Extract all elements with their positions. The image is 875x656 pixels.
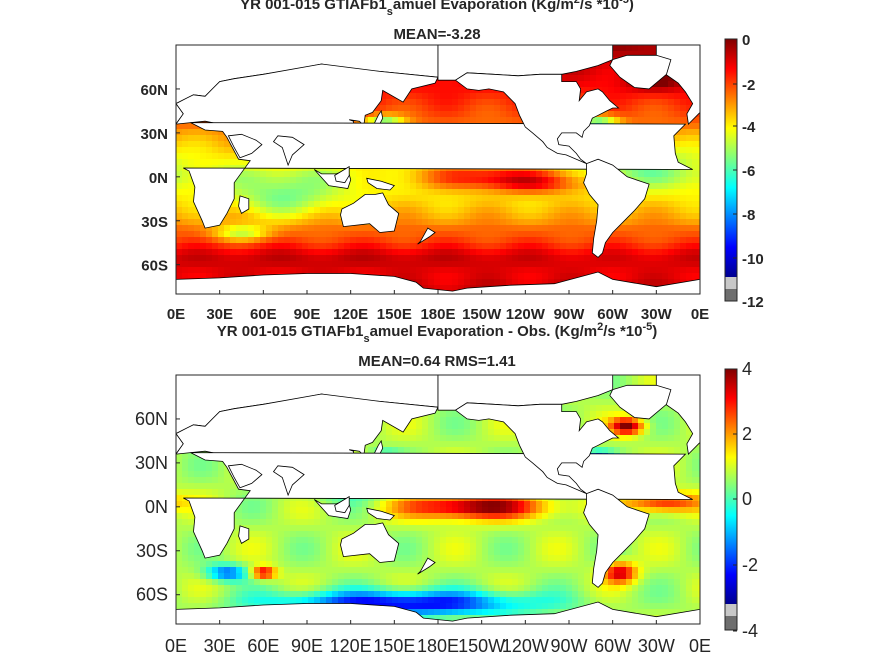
landmass-6 xyxy=(227,133,263,159)
colorbar-tick-label: -4 xyxy=(742,119,756,136)
panel-bottom-subtitle: MEAN=0.64 RMS=1.41 xyxy=(358,353,516,370)
colorbar-tick-label: 0 xyxy=(742,32,750,49)
x-tick-label: 150W xyxy=(458,636,505,656)
panel-bottom-colorbar-land xyxy=(725,616,737,630)
x-tick-label: 150E xyxy=(373,636,415,656)
colorbar-tick-label: -2 xyxy=(742,77,755,94)
panel-top-title: YR 001-015 GTIAFb1samuel Evaporation (Kg… xyxy=(240,0,634,18)
panel-bottom-map xyxy=(176,375,700,624)
landmass-10 xyxy=(366,177,396,191)
colorbar-tick-label: -8 xyxy=(742,207,755,224)
x-tick-label: 0E xyxy=(689,636,711,656)
landmass-10 xyxy=(366,507,396,521)
landmass-9 xyxy=(334,495,350,514)
landmass-15 xyxy=(609,384,672,420)
panel-top-land xyxy=(176,45,700,294)
landmass-7 xyxy=(272,135,305,167)
x-tick-label: 60W xyxy=(597,306,629,323)
x-tick-label: 60E xyxy=(250,306,277,323)
landmass-9 xyxy=(334,165,350,184)
y-tick-label: 60N xyxy=(140,82,168,99)
colorbar-tick-label: -2 xyxy=(742,555,758,575)
x-tick-label: 180E xyxy=(420,306,455,323)
y-tick-label: 60S xyxy=(136,585,168,605)
x-tick-label: 30W xyxy=(638,636,675,656)
y-tick-label: 60S xyxy=(141,258,168,275)
panel-top-colorbar-land xyxy=(725,289,737,301)
x-tick-label: 120W xyxy=(502,636,549,656)
x-tick-label: 150W xyxy=(462,306,502,323)
panel-top-subtitle: MEAN=-3.28 xyxy=(393,26,480,43)
landmass-17 xyxy=(176,601,700,624)
x-tick-label: 30W xyxy=(641,306,673,323)
landmass-16 xyxy=(583,488,650,588)
panel-bottom-land xyxy=(176,375,700,624)
landmass-14 xyxy=(454,72,620,164)
y-tick-label: 30N xyxy=(135,453,168,473)
panel-top-y-ticks: 60N 30N 0N 30S 60S xyxy=(140,82,180,275)
landmass-5 xyxy=(238,525,250,544)
x-tick-label: 90W xyxy=(550,636,587,656)
y-tick-label: 30S xyxy=(136,541,168,561)
landmass-12 xyxy=(417,557,436,575)
landmass-5 xyxy=(238,195,250,214)
colorbar-tick-label: -12 xyxy=(742,294,764,311)
panel-bottom-colorbar: 4 2 0 -2 -4 xyxy=(724,359,758,641)
x-tick-label: 0E xyxy=(691,306,709,323)
panel-bottom: YR 001-015 GTIAFb1samuel Evaporation - O… xyxy=(135,321,758,656)
panel-top-colorbar: 0 -2 -4 -6 -8 -10 -12 xyxy=(724,32,764,311)
x-tick-label: 90E xyxy=(291,636,323,656)
landmass-11 xyxy=(340,192,400,233)
landmass-11 xyxy=(340,522,400,563)
panel-top-x-ticks: 0E 30E 60E 90E 120E 150E 180E 150W 120W 90W 60W 30W… xyxy=(167,290,709,323)
landmass-17 xyxy=(176,271,700,294)
panel-bottom-y-ticks: 60N 30N 0N 30S 60S xyxy=(135,409,180,605)
landmass-6 xyxy=(227,463,263,489)
x-tick-label: 180E xyxy=(417,636,459,656)
x-tick-label: 90E xyxy=(294,306,321,323)
panel-top-colorbar-scale xyxy=(725,39,737,277)
x-tick-label: 60W xyxy=(594,636,631,656)
x-tick-label: 0E xyxy=(167,306,185,323)
colorbar-tick-label: -6 xyxy=(742,163,755,180)
panel-top-colorbar-under xyxy=(725,277,737,289)
panel-bottom-colorbar-under xyxy=(725,604,737,616)
colorbar-tick-label: 0 xyxy=(742,489,752,509)
x-tick-label: 30E xyxy=(204,636,236,656)
panel-bottom-title: YR 001-015 GTIAFb1samuel Evaporation - O… xyxy=(217,321,658,345)
y-tick-label: 30N xyxy=(140,126,168,143)
landmass-12 xyxy=(417,227,436,245)
colorbar-tick-label: -10 xyxy=(742,251,764,268)
y-tick-label: 30S xyxy=(141,214,168,231)
colorbar-tick-label: 2 xyxy=(742,424,752,444)
x-tick-label: 150E xyxy=(377,306,412,323)
x-tick-label: 120W xyxy=(506,306,546,323)
landmass-16 xyxy=(583,158,650,258)
landmass-15 xyxy=(609,54,672,90)
panel-top: YR 001-015 GTIAFb1samuel Evaporation (Kg… xyxy=(140,0,763,323)
x-tick-label: 90W xyxy=(554,306,586,323)
colorbar-tick-label: 4 xyxy=(742,359,752,379)
y-tick-label: 0N xyxy=(149,170,168,187)
landmass-14 xyxy=(454,402,620,494)
x-tick-label: 30E xyxy=(206,306,233,323)
x-tick-label: 120E xyxy=(330,636,372,656)
panel-top-map xyxy=(176,45,700,294)
y-tick-label: 60N xyxy=(135,409,168,429)
x-tick-label: 0E xyxy=(165,636,187,656)
x-tick-label: 60E xyxy=(247,636,279,656)
x-tick-label: 120E xyxy=(333,306,368,323)
y-tick-label: 0N xyxy=(145,497,168,517)
landmass-7 xyxy=(272,465,305,497)
panel-bottom-colorbar-scale xyxy=(725,369,737,604)
colorbar-tick-label: -4 xyxy=(742,621,758,641)
